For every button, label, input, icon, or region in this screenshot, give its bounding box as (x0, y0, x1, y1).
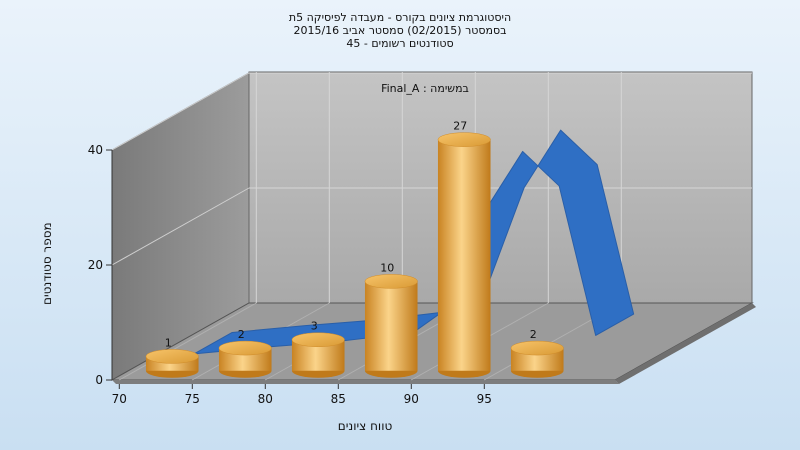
bar-cap (364, 274, 418, 289)
bar-cap (510, 340, 564, 356)
data-labels: 1 2 3 10 27 2 (165, 120, 537, 350)
y-axis-ticks: 0 20 40 (88, 143, 113, 387)
bar-value-label: 10 (380, 261, 394, 274)
y-tick-label: 20 (88, 258, 103, 272)
y-tick-label: 40 (88, 143, 103, 157)
x-tick-label: 85 (331, 392, 346, 406)
x-axis-label: טווח ציונים (337, 419, 393, 433)
floor-right-edge (615, 303, 756, 384)
bar-body (364, 281, 418, 371)
bar-value-label: 2 (238, 328, 245, 341)
bar-value-label: 2 (530, 328, 537, 341)
x-tick-label: 80 (258, 392, 273, 406)
chart-subtitle-students: סטודנטים רשומים - 45 (346, 37, 454, 50)
bar (364, 274, 418, 378)
x-tick-label: 75 (185, 392, 200, 406)
bar-value-label: 1 (165, 336, 172, 349)
chart-title: היסטוגרמת ציונים בקורס - מעבדה לפיסיקה 5… (288, 11, 512, 24)
bar-cap (291, 332, 345, 347)
bar-value-label: 27 (453, 120, 467, 133)
x-tick-label: 90 (404, 392, 419, 406)
bars (145, 132, 564, 378)
bar (291, 332, 345, 378)
bar (437, 132, 491, 378)
grid-line-floor (119, 302, 257, 381)
grid-line-side (111, 72, 250, 151)
x-tick-label: 95 (477, 392, 492, 406)
bar (145, 349, 199, 378)
bar-value-label: 3 (311, 320, 318, 333)
x-tick-label: 70 (112, 392, 127, 406)
bar (218, 340, 272, 378)
bar-body (437, 139, 491, 371)
grid-lines (111, 72, 752, 381)
bar-cap (218, 340, 272, 356)
floor-edge (112, 380, 619, 384)
y-axis-label: מספר סטודנטים (40, 222, 54, 305)
chart-subtitle-semester: בסמסטר (02/2015) סמסטר אביב 2015/16 (293, 24, 507, 37)
bar-cap (145, 349, 199, 364)
task-label: במשימה : Final_A (381, 82, 469, 95)
bar-cap (437, 132, 491, 147)
bar (510, 340, 564, 378)
y-tick-label: 0 (95, 373, 103, 387)
grid-line-side (111, 187, 250, 266)
x-axis-ticks: 70 75 80 85 90 95 (112, 384, 492, 406)
plot-walls (110, 71, 756, 384)
